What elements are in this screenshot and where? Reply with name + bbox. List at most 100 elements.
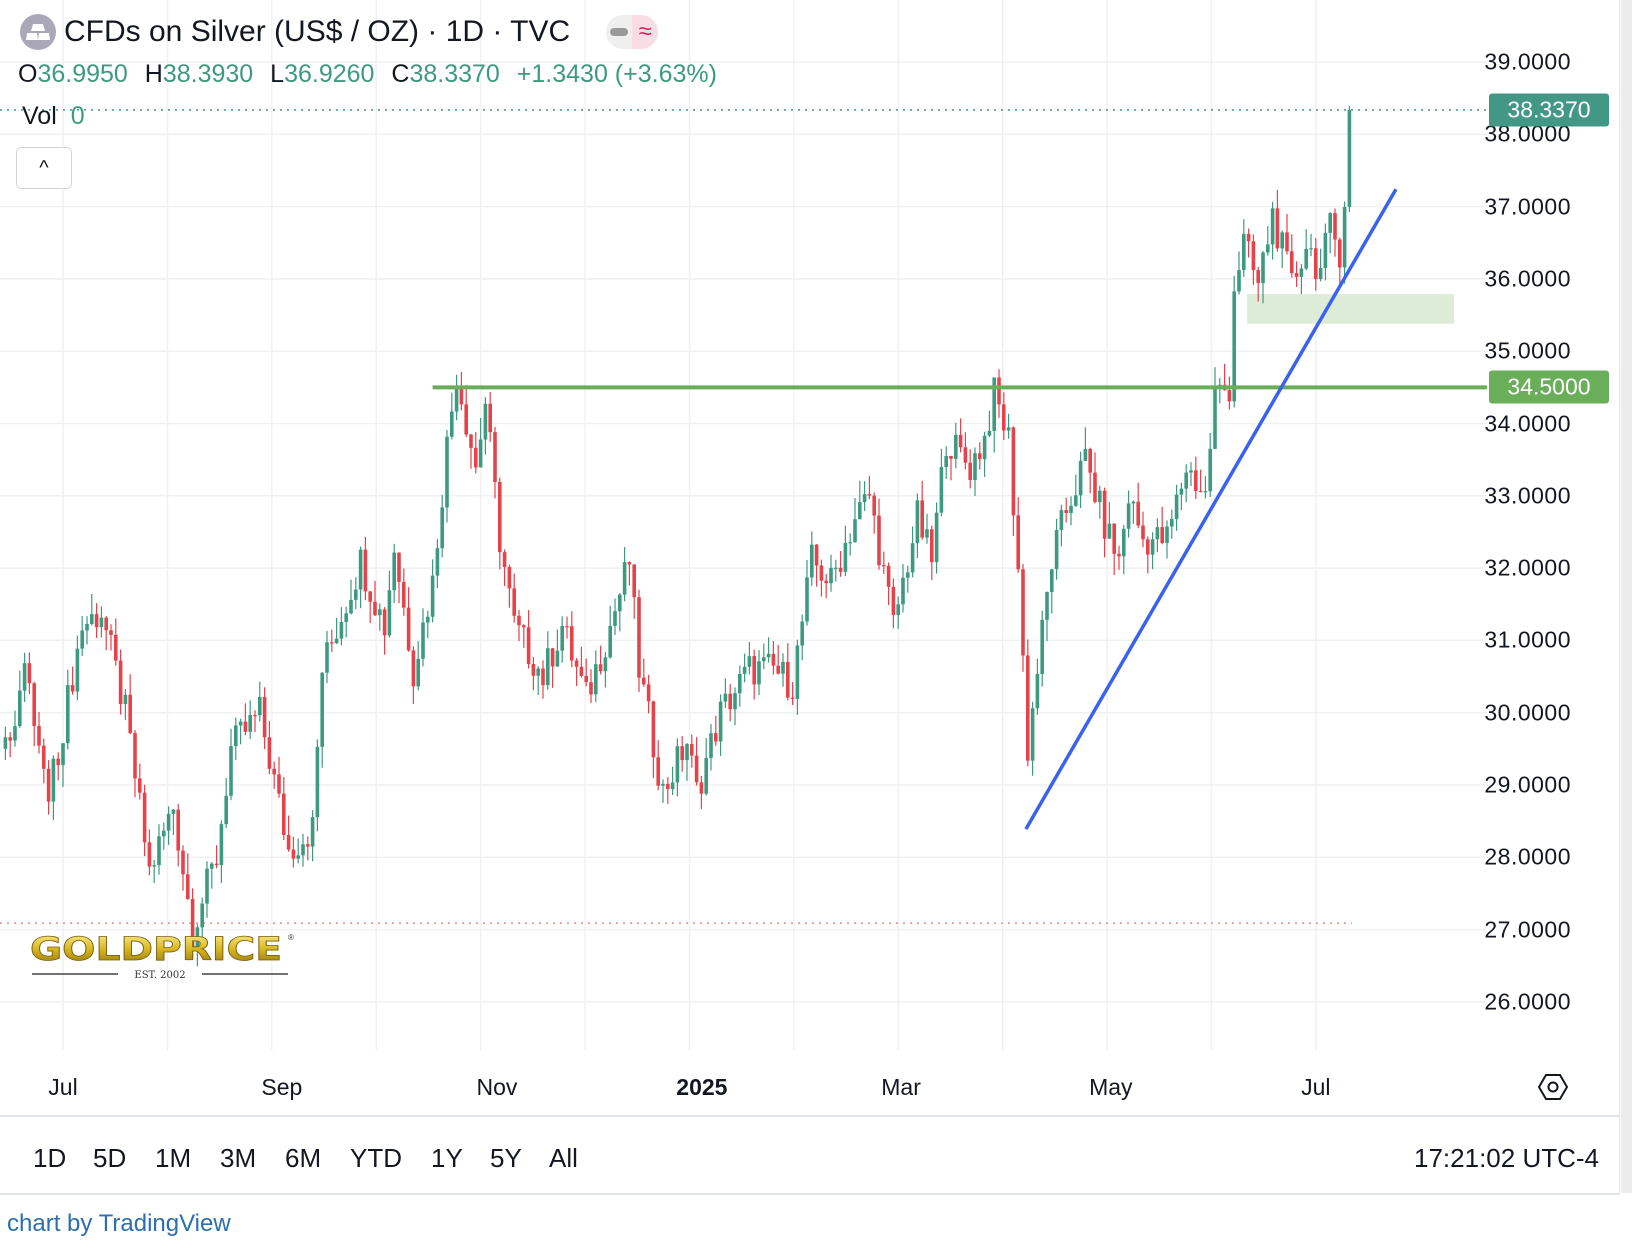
- candle-body: [901, 577, 905, 605]
- candle-body: [3, 737, 8, 749]
- candle-body: [22, 663, 27, 691]
- candle-body: [1208, 448, 1212, 492]
- wave-icon[interactable]: ≈: [632, 15, 659, 49]
- price-chart[interactable]: [0, 0, 1619, 1115]
- candle-body: [733, 693, 737, 710]
- collapse-legend-button[interactable]: ^: [16, 147, 72, 189]
- candle-body: [1275, 208, 1280, 249]
- candle-body: [1213, 388, 1217, 449]
- candle-body: [94, 614, 99, 628]
- candle-body: [920, 500, 924, 538]
- candle-body: [1088, 448, 1092, 473]
- candle-body: [42, 745, 46, 769]
- range-button-ytd[interactable]: YTD: [350, 1143, 402, 1173]
- x-tick-label: Nov: [476, 1074, 518, 1100]
- candle-body: [368, 591, 372, 602]
- candle-body: [416, 658, 420, 687]
- minus-icon[interactable]: [606, 15, 633, 49]
- candle-body: [1227, 390, 1232, 402]
- candle-body: [651, 701, 656, 758]
- candle-body: [282, 793, 286, 836]
- candle-body: [714, 733, 718, 742]
- candle-body: [258, 697, 262, 716]
- candle-body: [632, 564, 636, 598]
- range-button-6m[interactable]: 6M: [285, 1143, 322, 1173]
- candle-body: [699, 782, 704, 794]
- candle-body: [450, 411, 454, 437]
- chart-panel: CFDs on Silver (US$ / OZ) · 1D · TVC ≈ O…: [0, 0, 1620, 1195]
- candle-body: [771, 653, 776, 666]
- candle-body: [738, 673, 742, 694]
- x-tick-label: Mar: [881, 1074, 921, 1100]
- candle-body: [238, 721, 243, 726]
- candle-body: [1074, 495, 1078, 506]
- candle-body: [454, 387, 459, 412]
- candle-body: [277, 774, 281, 794]
- tradingview-credit-link[interactable]: chart by TradingView: [7, 1210, 231, 1237]
- candle-body: [1160, 527, 1164, 543]
- candle-body: [363, 549, 368, 592]
- candle-body: [114, 634, 118, 661]
- candle-body: [810, 544, 814, 578]
- range-button-3m[interactable]: 3M: [220, 1143, 257, 1173]
- range-button-1m[interactable]: 1M: [155, 1143, 192, 1173]
- candle-body: [1141, 525, 1145, 540]
- chart-legend: CFDs on Silver (US$ / OZ) · 1D · TVC ≈: [20, 14, 659, 50]
- y-tick-label: 32.0000: [1484, 554, 1571, 581]
- y-tick-label: 27.0000: [1484, 916, 1571, 943]
- candle-body: [589, 682, 593, 695]
- candle-body: [354, 589, 358, 600]
- right-scrollbar[interactable]: [1621, 0, 1632, 1193]
- candle-body: [1093, 472, 1097, 503]
- indicator-toggle[interactable]: ≈: [606, 15, 659, 49]
- candle-body: [762, 657, 766, 662]
- candle-body: [1078, 460, 1083, 496]
- candle-body: [579, 666, 584, 676]
- clock[interactable]: 17:21:02 UTC-4: [1414, 1143, 1599, 1173]
- y-tick-label: 31.0000: [1484, 626, 1571, 653]
- candle-body: [992, 377, 996, 431]
- candle-body: [666, 783, 670, 790]
- candle-body: [330, 642, 334, 644]
- candle-body: [1155, 527, 1160, 540]
- candle-body: [747, 656, 752, 667]
- x-tick-label: Jul: [1301, 1074, 1331, 1100]
- candle-body: [896, 604, 900, 616]
- range-button-5y[interactable]: 5Y: [490, 1143, 522, 1173]
- candle-body: [877, 515, 881, 566]
- candle-body: [939, 467, 944, 513]
- candle-body: [978, 453, 982, 460]
- candle-body: [1189, 470, 1193, 473]
- candle-body: [205, 868, 209, 904]
- range-button-all[interactable]: All: [549, 1143, 578, 1173]
- candle-body: [517, 615, 521, 626]
- candle-body: [1179, 488, 1184, 495]
- candle-body: [310, 817, 315, 847]
- candle-body: [334, 638, 339, 644]
- candle-body: [752, 656, 756, 685]
- candle-body: [555, 650, 560, 667]
- settings-icon[interactable]: [1537, 1073, 1569, 1106]
- candle-body: [502, 552, 507, 568]
- candle-body: [1165, 526, 1169, 543]
- symbol-title[interactable]: CFDs on Silver (US$ / OZ) · 1D · TVC: [64, 15, 571, 48]
- candle-body: [723, 693, 728, 702]
- candle-body: [18, 690, 22, 727]
- candle-body: [445, 436, 449, 508]
- open-label: O: [18, 60, 38, 88]
- y-tick-label: 34.0000: [1484, 410, 1571, 436]
- candle-body: [1054, 530, 1059, 570]
- candle-body: [51, 758, 56, 802]
- candle-body: [618, 594, 622, 612]
- candle-body: [968, 462, 972, 480]
- range-button-1y[interactable]: 1Y: [431, 1143, 463, 1173]
- candle-body: [478, 439, 483, 468]
- range-button-5d[interactable]: 5D: [93, 1143, 127, 1173]
- range-button-1d[interactable]: 1D: [33, 1143, 67, 1173]
- candle-body: [1045, 591, 1049, 620]
- candle-body: [1256, 270, 1260, 284]
- candle-body: [987, 430, 992, 436]
- candle-body: [982, 435, 987, 460]
- candle-body: [1002, 404, 1006, 431]
- y-tick-label: 26.0000: [1484, 988, 1571, 1015]
